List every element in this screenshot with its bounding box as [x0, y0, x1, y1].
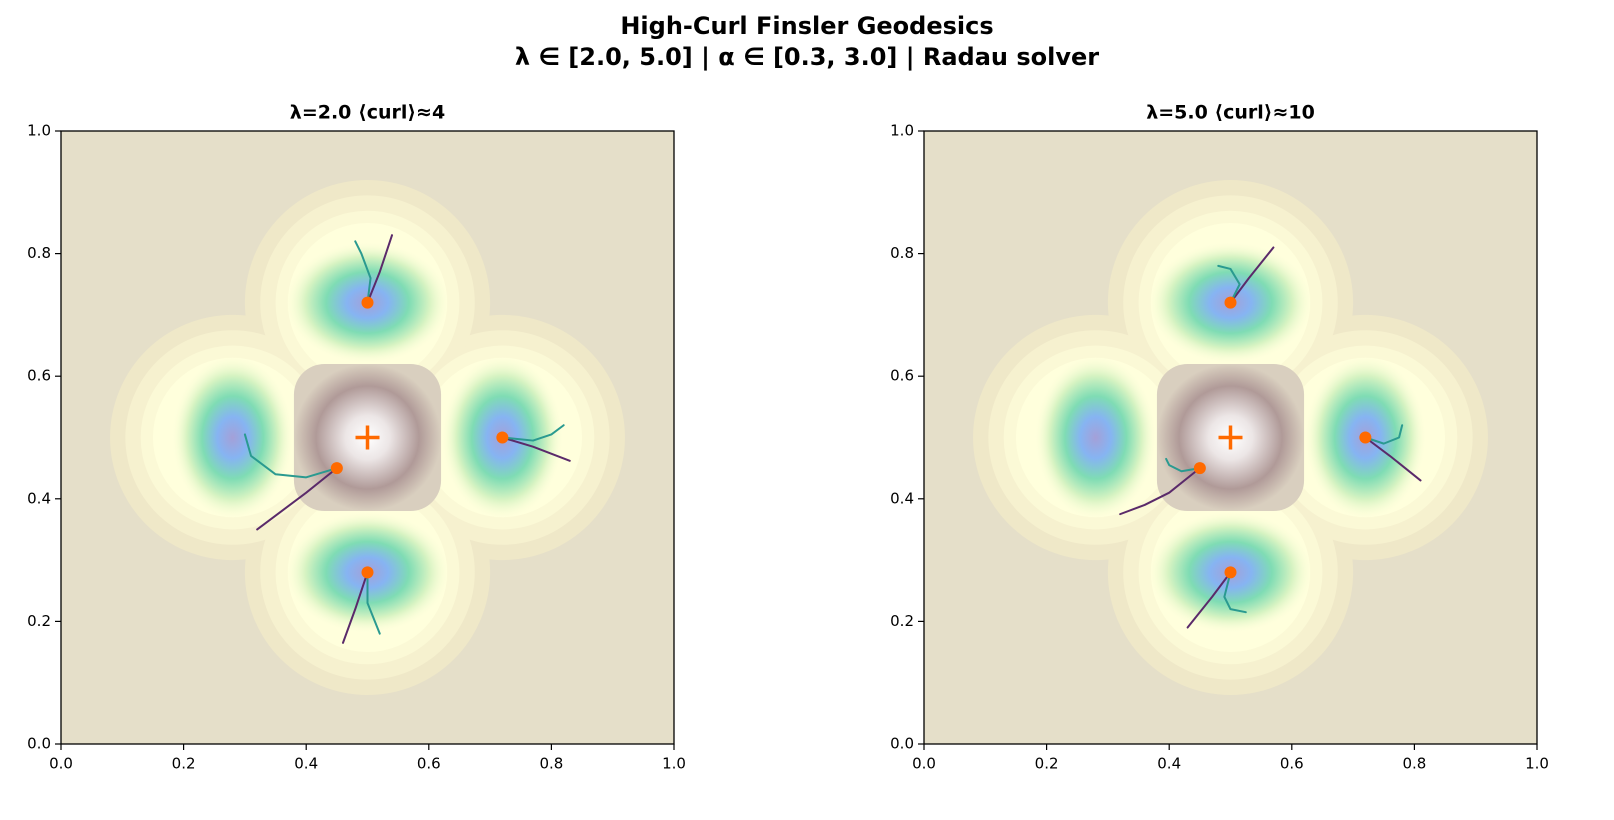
- well: [1034, 354, 1157, 521]
- plot-area: [61, 131, 674, 744]
- figure-title: High-Curl Finsler Geodesics: [620, 12, 993, 40]
- y-tick-label: 0.2: [890, 612, 914, 630]
- source-point: [1224, 566, 1237, 579]
- panel: λ=2.0 ⟨curl⟩≈4 0.0 0.2 0.4 0.6 0.8 1.0 0.0 0.2 0.…: [27, 102, 686, 773]
- x-tick-label: 0.2: [172, 755, 196, 773]
- geodesic: [366, 571, 381, 635]
- x-tick-label: 0.4: [1157, 755, 1181, 773]
- source-point: [361, 296, 374, 309]
- y-tick-label: 0.4: [890, 489, 914, 507]
- source-point: [1224, 296, 1237, 309]
- y-tick-label: 0.6: [890, 367, 914, 385]
- center-marker: [1218, 425, 1243, 450]
- figure-subtitle: λ ∈ [2.0, 5.0] | α ∈ [0.3, 3.0] | Radau …: [515, 43, 1099, 71]
- geodesic: [243, 433, 338, 479]
- geodesic: [341, 571, 369, 644]
- x-tick-label: 1.0: [1525, 755, 1549, 773]
- x-tick-label: 0.4: [294, 755, 318, 773]
- y-tick-label: 0.8: [27, 244, 51, 262]
- source-point: [496, 431, 509, 444]
- plot-area: [924, 131, 1537, 744]
- x-tick-label: 0.6: [1280, 755, 1304, 773]
- y-tick-label: 0.2: [27, 612, 51, 630]
- y-tick-label: 0.0: [27, 735, 51, 753]
- geodesic: [1364, 424, 1404, 445]
- center-marker: [355, 425, 380, 450]
- geodesic: [1186, 571, 1232, 629]
- y-tick-label: 1.0: [27, 122, 51, 140]
- source-point: [361, 566, 374, 579]
- panel-title: λ=2.0 ⟨curl⟩≈4: [290, 102, 445, 124]
- x-tick-label: 0.2: [1035, 755, 1059, 773]
- geodesic: [501, 424, 565, 442]
- x-tick-label: 0.8: [1402, 755, 1426, 773]
- geodesic: [1229, 246, 1275, 304]
- panel: λ=5.0 ⟨curl⟩≈10 0.0 0.2 0.4 0.6 0.8 1.0 0.0 0.2 0…: [890, 102, 1549, 773]
- geodesic: [1223, 571, 1247, 614]
- source-point: [1359, 431, 1372, 444]
- source-point: [330, 462, 343, 475]
- geodesic: [256, 467, 338, 531]
- geodesic: [354, 240, 372, 304]
- x-tick-label: 1.0: [662, 755, 686, 773]
- panel-title: λ=5.0 ⟨curl⟩≈10: [1146, 102, 1315, 124]
- y-tick-label: 0.6: [27, 367, 51, 385]
- source-point: [1193, 462, 1206, 475]
- geodesic: [1165, 457, 1201, 473]
- geodesic: [1364, 436, 1422, 482]
- geodesic: [501, 436, 571, 462]
- axes-frame: [60, 130, 675, 745]
- x-tick-label: 0.6: [417, 755, 441, 773]
- well: [171, 354, 294, 521]
- y-tick-label: 0.8: [890, 244, 914, 262]
- x-tick-label: 0.0: [912, 755, 936, 773]
- y-tick-label: 0.4: [27, 489, 51, 507]
- geodesic: [366, 234, 394, 304]
- geodesic: [1217, 264, 1241, 304]
- y-tick-label: 1.0: [890, 122, 914, 140]
- geodesic: [1119, 467, 1201, 516]
- axes-frame: [923, 130, 1538, 745]
- y-tick-label: 0.0: [890, 735, 914, 753]
- x-tick-label: 0.0: [49, 755, 73, 773]
- x-tick-label: 0.8: [539, 755, 563, 773]
